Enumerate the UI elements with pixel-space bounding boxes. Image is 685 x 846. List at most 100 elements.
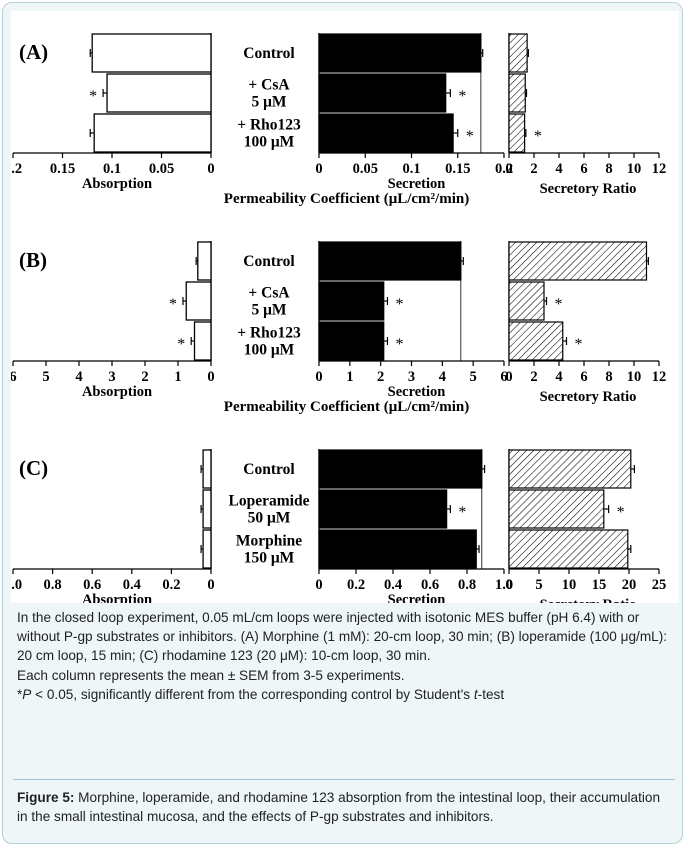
secretion-bar [318,241,462,281]
absorption-bar [91,33,212,73]
sig-asterisk: * [17,686,23,702]
absorption-bar [202,449,212,489]
category-label: Control [243,461,295,478]
absorption-tick-label: 2 [141,369,148,385]
secretion-bar [318,449,483,489]
ratio-bar [508,73,526,113]
ratio-tick-label: 5 [535,577,542,593]
absorption-chart: 1.0 0.8 0.6 0.4 0.2 0 Absorption [4,449,215,608]
ratio-tick-label: 6 [580,369,587,385]
category-label: + CsA [248,285,290,302]
secretion-bar [318,281,385,321]
absorption-axis-label: Absorption [82,176,152,192]
ratio-bar [508,529,629,569]
ratio-tick-label: 25 [652,577,667,593]
category-label: 50 μM [248,510,291,527]
category-label: Morphine [236,533,302,550]
figure-caption-text: Morphine, loperamide, and rhodamine 123 … [17,790,661,825]
ratio-tick-label: 0 [505,369,512,385]
absorption-tick-label: 4 [75,369,82,385]
ratio-tick-label: 2 [530,161,537,177]
absorption-tick-label: 0.05 [149,161,174,177]
secretion-tick-label: 3 [408,369,415,385]
ratio-tick-label: 0 [505,577,512,593]
category-label: 150 μM [244,550,295,567]
ratio-chart: 0 2 4 6 8 10 12 Secretory Ratio * * [505,241,666,405]
absorption-axis-label: Absorption [82,384,152,400]
ratio-bar [508,489,605,529]
secretion-significance: * [458,504,466,521]
ratio-axis-label: Secretory Ratio [540,181,637,197]
ratio-tick-label: 10 [627,369,642,385]
absorption-bar [202,489,212,529]
secretion-tick-label: 1 [346,369,353,385]
secretion-tick-label: 0 [315,161,322,177]
absorption-tick-label: 0.2 [11,161,22,177]
absorption-tick-label: 0 [207,369,214,385]
absorption-chart: 6 5 4 3 2 1 0 Absorption * * [9,241,215,400]
ratio-axis-label: Secretory Ratio [540,389,637,405]
ratio-tick-label: 12 [652,161,667,177]
category-label: 5 μM [251,302,286,319]
category-label: Control [243,45,295,62]
ratio-significance: * [534,128,542,145]
category-label: Loperamide [229,493,310,510]
category-label: 100 μM [244,134,295,151]
panel-label: (B) [19,248,47,272]
absorption-tick-label: 5 [42,369,49,385]
secretion-bar [318,73,447,113]
panel-2: (C) 1.0 0.8 0.6 0.4 0.2 0 Absorption Control Lope… [4,449,667,623]
ratio-tick-label: 0 [505,161,512,177]
absorption-tick-label: 0 [207,577,214,593]
absorption-significance: * [177,336,185,353]
absorption-tick-label: 6 [11,369,17,385]
absorption-chart: 0.2 0.15 0.1 0.05 0 Absorption * [4,33,215,192]
ratio-tick-label: 4 [555,369,562,385]
ratio-tick-label: 8 [605,161,612,177]
shared-axis-label: Permeability Coefficient (μL/cm²/min) [224,191,469,207]
absorption-tick-label: 0.2 [162,577,180,593]
secretion-chart: 0 0.2 0.4 0.6 0.8 1.0 Secretion * [315,449,513,608]
secretion-chart: 0 1 2 3 4 5 6 Secretion * * [315,241,508,400]
ratio-bar [508,241,648,281]
absorption-tick-label: 0.6 [83,577,101,593]
secretion-tick-label: 0 [315,577,322,593]
category-label: Control [243,253,295,270]
secretion-tick-label: 0.2 [347,577,365,593]
secretion-tick-label: 1.0 [495,577,513,593]
ratio-significance: * [617,504,625,521]
absorption-bar [197,241,212,281]
secretion-tick-label: 0.05 [353,161,378,177]
absorption-tick-label: 0.1 [103,161,121,177]
absorption-bar [185,281,212,321]
ratio-significance: * [575,336,583,353]
category-label: 5 μM [251,94,286,111]
secretion-significance: * [395,296,403,313]
ratio-bar [508,449,632,489]
secretion-axis-label: Secretion [388,176,446,192]
ratio-tick-label: 20 [622,577,637,593]
figure-label: Figure 5: [17,790,75,805]
secretion-bar [318,113,454,153]
secretion-significance: * [466,128,474,145]
secretion-tick-label: 0.6 [421,577,439,593]
ratio-bar [508,281,545,321]
secretion-significance: * [395,336,403,353]
ratio-tick-label: 2 [530,369,537,385]
secretion-chart: 0 0.05 0.1 0.15 0.2 Secretion * * [315,33,513,192]
secretion-significance: * [458,88,466,105]
secretion-axis-label: Secretion [388,592,446,603]
absorption-significance: * [89,88,97,105]
secretion-bar [318,489,448,529]
sig-end: -test [477,686,505,702]
ratio-tick-label: 15 [592,577,607,593]
absorption-bar [106,73,212,113]
absorption-axis-label: Absorption [82,592,152,603]
secretion-bar [318,33,482,73]
ratio-bar [508,33,528,73]
absorption-bar [193,321,212,361]
secretion-tick-label: 5 [470,369,477,385]
